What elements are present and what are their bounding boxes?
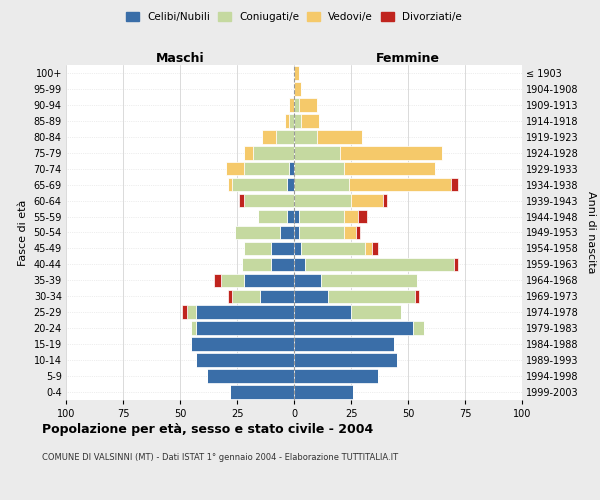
Bar xyxy=(214,274,221,287)
Bar xyxy=(299,210,344,224)
Bar xyxy=(344,210,358,224)
Bar xyxy=(244,194,294,207)
Bar xyxy=(187,306,196,319)
Text: Popolazione per età, sesso e stato civile - 2004: Popolazione per età, sesso e stato civil… xyxy=(42,422,373,436)
Bar xyxy=(228,290,232,303)
Bar xyxy=(294,162,344,175)
Bar xyxy=(230,385,294,399)
Bar xyxy=(294,98,299,112)
Bar xyxy=(294,82,301,96)
Bar xyxy=(454,258,458,271)
Bar xyxy=(182,306,187,319)
Bar xyxy=(289,162,294,175)
Bar xyxy=(242,258,271,271)
Bar xyxy=(294,130,317,143)
Bar xyxy=(294,178,349,192)
Bar xyxy=(365,242,371,255)
Bar xyxy=(232,178,287,192)
Bar xyxy=(356,226,360,239)
Bar xyxy=(415,290,419,303)
Bar xyxy=(317,130,362,143)
Bar xyxy=(191,322,196,335)
Bar xyxy=(196,354,294,367)
Bar xyxy=(340,146,442,160)
Bar xyxy=(322,274,417,287)
Bar xyxy=(294,242,301,255)
Y-axis label: Anni di nascita: Anni di nascita xyxy=(586,191,596,274)
Bar xyxy=(239,194,244,207)
Bar xyxy=(196,322,294,335)
Bar xyxy=(191,338,294,351)
Bar xyxy=(271,258,294,271)
Bar xyxy=(358,210,367,224)
Bar xyxy=(294,290,328,303)
Bar xyxy=(262,130,276,143)
Text: Femmine: Femmine xyxy=(376,52,440,65)
Bar xyxy=(294,258,305,271)
Bar xyxy=(344,162,436,175)
Bar xyxy=(301,242,365,255)
Bar xyxy=(294,322,413,335)
Bar xyxy=(294,338,394,351)
Bar xyxy=(294,210,299,224)
Bar xyxy=(294,226,299,239)
Bar xyxy=(294,370,379,383)
Bar xyxy=(276,130,294,143)
Bar xyxy=(253,146,294,160)
Bar xyxy=(244,146,253,160)
Bar xyxy=(294,66,299,80)
Bar xyxy=(287,210,294,224)
Bar xyxy=(196,306,294,319)
Bar xyxy=(305,258,454,271)
Bar xyxy=(289,98,294,112)
Bar xyxy=(285,114,289,128)
Bar xyxy=(271,242,294,255)
Bar xyxy=(280,226,294,239)
Legend: Celibi/Nubili, Coniugati/e, Vedovi/e, Divorziati/e: Celibi/Nubili, Coniugati/e, Vedovi/e, Di… xyxy=(122,8,466,26)
Bar xyxy=(244,242,271,255)
Bar xyxy=(299,98,317,112)
Bar xyxy=(413,322,424,335)
Bar xyxy=(351,194,383,207)
Bar xyxy=(383,194,388,207)
Bar xyxy=(371,242,379,255)
Bar xyxy=(344,226,356,239)
Bar xyxy=(294,274,322,287)
Bar xyxy=(244,274,294,287)
Bar xyxy=(294,114,301,128)
Bar xyxy=(349,178,451,192)
Text: Maschi: Maschi xyxy=(155,52,205,65)
Bar xyxy=(208,370,294,383)
Bar xyxy=(328,290,415,303)
Bar xyxy=(294,194,351,207)
Bar xyxy=(294,354,397,367)
Bar xyxy=(289,114,294,128)
Bar xyxy=(257,210,287,224)
Bar xyxy=(351,306,401,319)
Bar xyxy=(221,274,244,287)
Bar xyxy=(232,290,260,303)
Bar xyxy=(299,226,344,239)
Bar xyxy=(244,162,289,175)
Bar xyxy=(294,146,340,160)
Bar xyxy=(451,178,458,192)
Bar xyxy=(235,226,280,239)
Bar xyxy=(287,178,294,192)
Bar xyxy=(294,306,351,319)
Bar xyxy=(226,162,244,175)
Bar xyxy=(294,385,353,399)
Y-axis label: Fasce di età: Fasce di età xyxy=(18,200,28,266)
Bar xyxy=(260,290,294,303)
Text: COMUNE DI VALSINNI (MT) - Dati ISTAT 1° gennaio 2004 - Elaborazione TUTTITALIA.I: COMUNE DI VALSINNI (MT) - Dati ISTAT 1° … xyxy=(42,452,398,462)
Bar xyxy=(228,178,232,192)
Bar xyxy=(301,114,319,128)
